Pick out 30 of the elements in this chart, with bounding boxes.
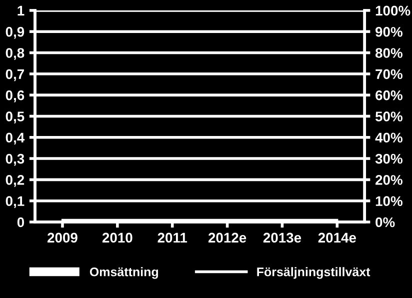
legend-label: Försäljningstillväxt xyxy=(257,267,370,279)
x-tick-label: 2009 xyxy=(48,232,78,243)
y2-tick-label: 60% xyxy=(376,90,402,100)
y-tick-label: 0 xyxy=(17,217,24,228)
x-tick-label: 2013e xyxy=(263,232,302,243)
y-tick-label: 0,3 xyxy=(6,154,24,166)
y-tick-label: 0,7 xyxy=(6,69,24,82)
y2-tick-label: 70% xyxy=(376,69,402,80)
x-tick-label: 2011 xyxy=(158,232,188,243)
y2-tick-label: 0% xyxy=(376,217,395,228)
y2-tick-label: 90% xyxy=(376,26,402,37)
y2-tick-label: 20% xyxy=(376,175,402,185)
y2-tick-label: 50% xyxy=(375,112,402,122)
y-tick-label: 0,5 xyxy=(6,112,24,124)
y-tick-label: 0,1 xyxy=(6,196,24,208)
y2-tick-label: 30% xyxy=(375,154,402,164)
x-tick-label: 2014e xyxy=(318,232,356,243)
x-tick-label: 2012e xyxy=(208,232,246,243)
legend-label: Omsättning xyxy=(90,267,158,279)
y-tick-label: 0,9 xyxy=(6,26,24,39)
y2-tick-label: 10% xyxy=(376,196,402,206)
y2-tick-label: 40% xyxy=(375,132,402,143)
y2-tick-label: 80% xyxy=(375,48,402,58)
y-tick-label: 0,8 xyxy=(6,48,24,60)
y-tick-label: 0,2 xyxy=(6,175,24,187)
y2-tick-label: 100% xyxy=(376,6,410,16)
y-tick-label: 0,4 xyxy=(6,132,25,145)
y-tick-label: 1 xyxy=(18,6,24,16)
y-tick-label: 0,6 xyxy=(6,90,24,102)
x-tick-label: 2010 xyxy=(102,232,132,243)
